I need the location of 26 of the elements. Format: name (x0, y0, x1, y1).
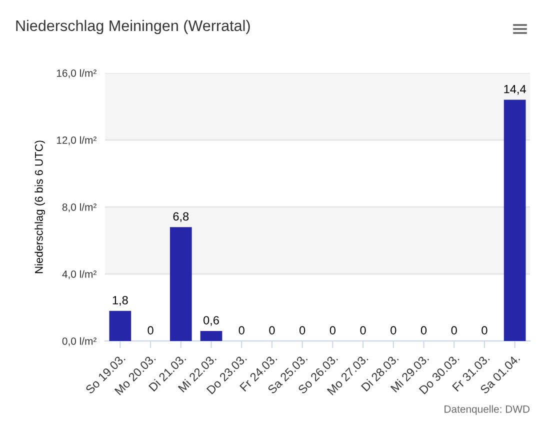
data-label: 6,8 (173, 212, 189, 222)
data-label: 0,6 (204, 316, 219, 326)
data-label: 0 (360, 326, 366, 334)
y-tick-label: 16,0 l/m² (56, 69, 96, 78)
bar (170, 227, 192, 341)
text: Datenquelle: DWD (444, 405, 530, 415)
y-axis-title: Niederschlag (6 bis 6 UTC) (34, 140, 46, 274)
data-label: 1,8 (112, 296, 128, 306)
data-label: 0 (420, 326, 427, 334)
data-label: 0 (148, 326, 154, 334)
data-label: 0 (238, 326, 244, 334)
data-label: 0 (300, 326, 306, 334)
y-tick-label: 8,0 l/m² (62, 203, 96, 212)
chart-title: Niederschlag Meiningen (Werratal) (16, 20, 250, 34)
bar (109, 310, 132, 341)
data-label: 0 (269, 326, 275, 334)
data-label: 0 (330, 326, 336, 334)
bar (504, 100, 526, 341)
data-label: 0 (390, 326, 396, 334)
y-tick-label: 4,0 l/m² (62, 270, 96, 280)
bar (200, 330, 222, 341)
y-tick-label: 0,0 l/m² (62, 337, 96, 346)
data-label: 0 (482, 326, 488, 334)
y-tick-label: 12,0 l/m² (56, 136, 96, 146)
data-label: 0 (451, 326, 457, 334)
data-label: 14,4 (504, 85, 526, 95)
